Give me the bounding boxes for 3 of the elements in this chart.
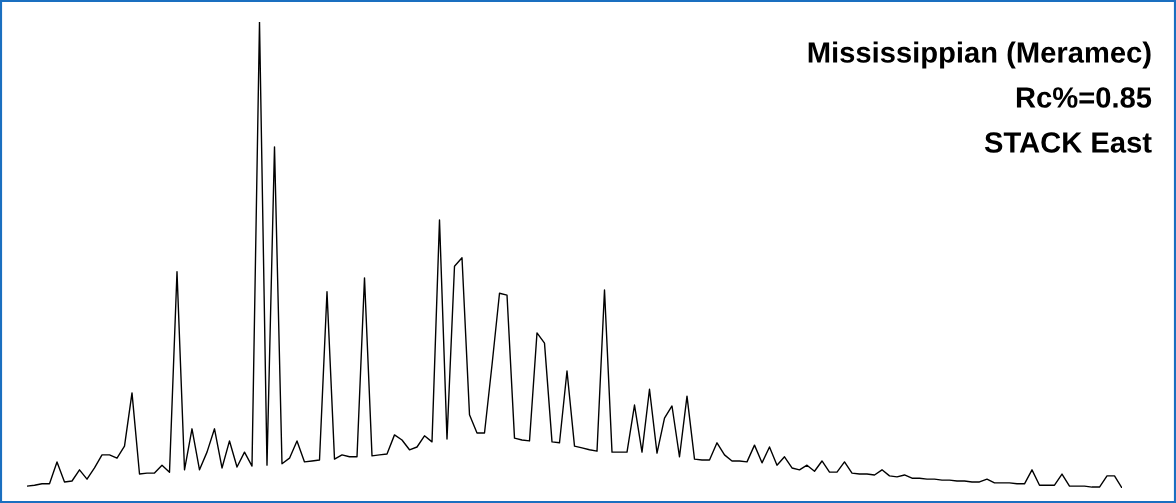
text: Mississippian (Meramec) (808, 41, 1151, 69)
annotation: Rc%=0.85 (1016, 87, 1152, 108)
annotation: STACK East (984, 132, 1152, 153)
